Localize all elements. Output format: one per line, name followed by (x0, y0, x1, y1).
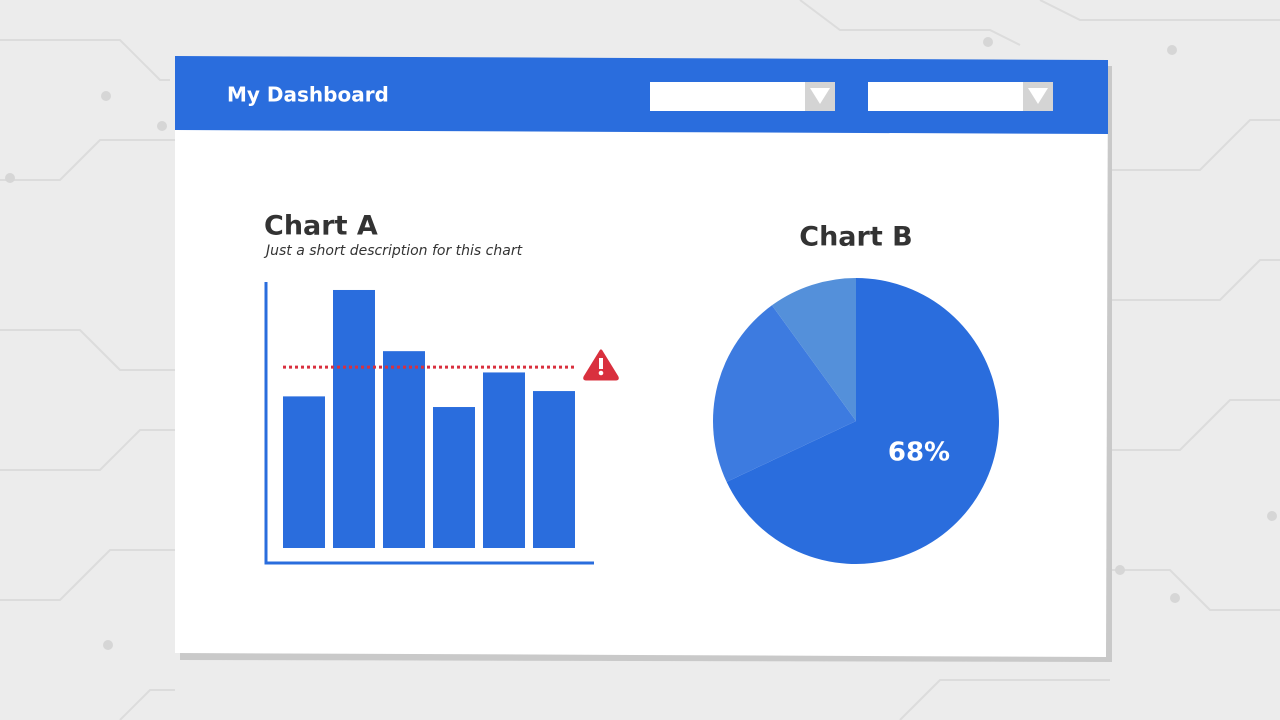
bar (333, 289, 375, 548)
pie-slice (726, 278, 999, 564)
bar (533, 391, 575, 548)
axis (264, 282, 594, 565)
dropdown[interactable] (868, 82, 1053, 111)
pie-slice (713, 305, 856, 482)
bar (283, 396, 325, 548)
bar (483, 372, 525, 548)
dropdown[interactable] (650, 82, 835, 111)
dashboard-title: My Dashboard (227, 83, 389, 107)
header-bar (175, 56, 1108, 134)
chart-title: Chart B (799, 222, 912, 253)
bar (433, 407, 475, 548)
chart-subtitle: Just a short description for this chart (263, 243, 523, 259)
chart-title: Chart A (264, 211, 378, 242)
bar (383, 351, 425, 548)
pie-slice (771, 278, 856, 421)
warning-icon (583, 349, 619, 381)
slice-label: 68% (888, 438, 950, 468)
